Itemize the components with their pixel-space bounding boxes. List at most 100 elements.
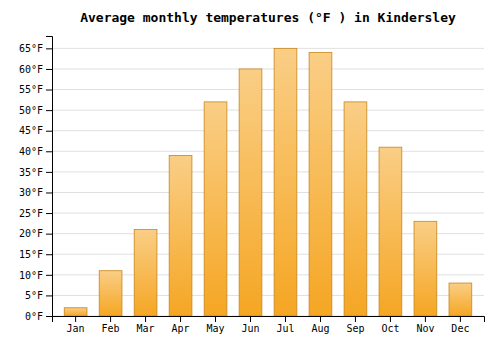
tick-mark xyxy=(46,192,52,193)
tick-label: 15°F xyxy=(19,249,43,260)
tick-label: 0°F xyxy=(25,311,43,322)
tick-label: 50°F xyxy=(19,105,43,116)
tick: 60°F xyxy=(19,64,52,75)
tick-mark xyxy=(46,316,52,317)
tick-label: 30°F xyxy=(19,187,43,198)
tick-mark xyxy=(46,69,52,70)
bar xyxy=(274,48,297,316)
tick-mark xyxy=(46,234,52,235)
tick-mark xyxy=(75,316,76,322)
chart-svg: 0°F 5°F 10°F 15°F 20°F 25°F 30°F 35°F 40°F 45°F 50… xyxy=(0,0,500,350)
tick: Sep xyxy=(346,316,364,334)
tick-mark xyxy=(390,316,391,322)
tick: 20°F xyxy=(19,228,52,239)
tick: Jan xyxy=(67,316,85,334)
tick-label: Apr xyxy=(172,323,190,334)
tick-mark xyxy=(46,213,52,214)
y-axis: 0°F 5°F 10°F 15°F 20°F 25°F 30°F 35°F 40°F 45°F 50… xyxy=(19,37,53,322)
tick-label: 25°F xyxy=(19,208,43,219)
tick-mark xyxy=(425,316,426,322)
grid-line xyxy=(52,151,484,152)
tick-label: 10°F xyxy=(19,270,43,281)
bar xyxy=(99,271,122,316)
tick-label: Jun xyxy=(241,323,259,334)
tick-mark xyxy=(46,295,52,296)
tick-mark xyxy=(46,151,52,152)
title: Average monthly temperatures (°F ) in Ki… xyxy=(80,10,456,25)
tick-label: Mar xyxy=(137,323,155,334)
tick-mark xyxy=(355,316,356,322)
tick-mark xyxy=(180,316,181,322)
tick: Aug xyxy=(311,316,329,334)
tick-mark xyxy=(46,172,52,173)
tick-label: 65°F xyxy=(19,43,43,54)
tick: Apr xyxy=(172,316,190,334)
tick-label: Dec xyxy=(451,323,469,334)
tick-label: Jan xyxy=(67,323,85,334)
bar xyxy=(169,155,192,316)
grid xyxy=(52,48,484,316)
tick-label: Aug xyxy=(311,323,329,334)
bar xyxy=(449,283,472,316)
tick-label: 45°F xyxy=(19,125,43,136)
tick-label: 5°F xyxy=(25,290,43,301)
bar xyxy=(309,52,332,316)
tick: 10°F xyxy=(19,270,52,281)
bar xyxy=(379,147,402,316)
x-axis: Jan Feb Mar Apr May Jun Jul Aug Sep Oct Nov Dec xyxy=(53,316,485,334)
grid-line xyxy=(52,68,484,69)
chart-container: 0°F 5°F 10°F 15°F 20°F 25°F 30°F 35°F 40°F 45°F 50… xyxy=(0,0,500,350)
tick-label: Sep xyxy=(346,323,364,334)
bar xyxy=(414,221,437,316)
tick-label: 60°F xyxy=(19,64,43,75)
tick-label: Jul xyxy=(276,323,294,334)
tick: 45°F xyxy=(19,125,52,136)
tick-mark xyxy=(145,316,146,322)
tick: Mar xyxy=(137,316,155,334)
tick: Oct xyxy=(381,316,399,334)
tick-mark xyxy=(46,254,52,255)
bar xyxy=(134,230,157,316)
grid-line xyxy=(52,171,484,172)
tick-mark xyxy=(46,275,52,276)
tick-mark xyxy=(460,316,461,322)
tick-label: 40°F xyxy=(19,146,43,157)
tick-mark xyxy=(285,316,286,322)
tick: Jul xyxy=(276,316,294,334)
bar xyxy=(239,69,262,316)
grid-line xyxy=(52,110,484,111)
tick: 15°F xyxy=(19,249,52,260)
tick: 30°F xyxy=(19,187,52,198)
tick-label: Nov xyxy=(416,323,434,334)
axis-line xyxy=(53,317,485,323)
tick-mark xyxy=(110,316,111,322)
grid-line xyxy=(52,130,484,131)
tick: 50°F xyxy=(19,105,52,116)
bar xyxy=(64,308,87,316)
tick-label: 55°F xyxy=(19,84,43,95)
tick-mark xyxy=(46,90,52,91)
tick: Nov xyxy=(416,316,434,334)
tick-label: May xyxy=(206,323,224,334)
axis-line xyxy=(46,37,53,317)
tick: Feb xyxy=(102,316,120,334)
grid-line xyxy=(52,89,484,90)
tick: 35°F xyxy=(19,167,52,178)
tick-mark xyxy=(250,316,251,322)
tick-mark xyxy=(46,131,52,132)
bars xyxy=(64,48,472,316)
tick-label: Oct xyxy=(381,323,399,334)
tick-mark xyxy=(320,316,321,322)
tick-mark xyxy=(215,316,216,322)
tick: 40°F xyxy=(19,146,52,157)
bar xyxy=(344,102,367,316)
tick: 65°F xyxy=(19,43,52,54)
grid-line xyxy=(52,48,484,49)
tick: 55°F xyxy=(19,84,52,95)
tick: May xyxy=(206,316,224,334)
tick: Dec xyxy=(451,316,469,334)
tick-mark xyxy=(46,48,52,49)
tick: 25°F xyxy=(19,208,52,219)
grid-line xyxy=(52,192,484,193)
tick: Jun xyxy=(241,316,259,334)
